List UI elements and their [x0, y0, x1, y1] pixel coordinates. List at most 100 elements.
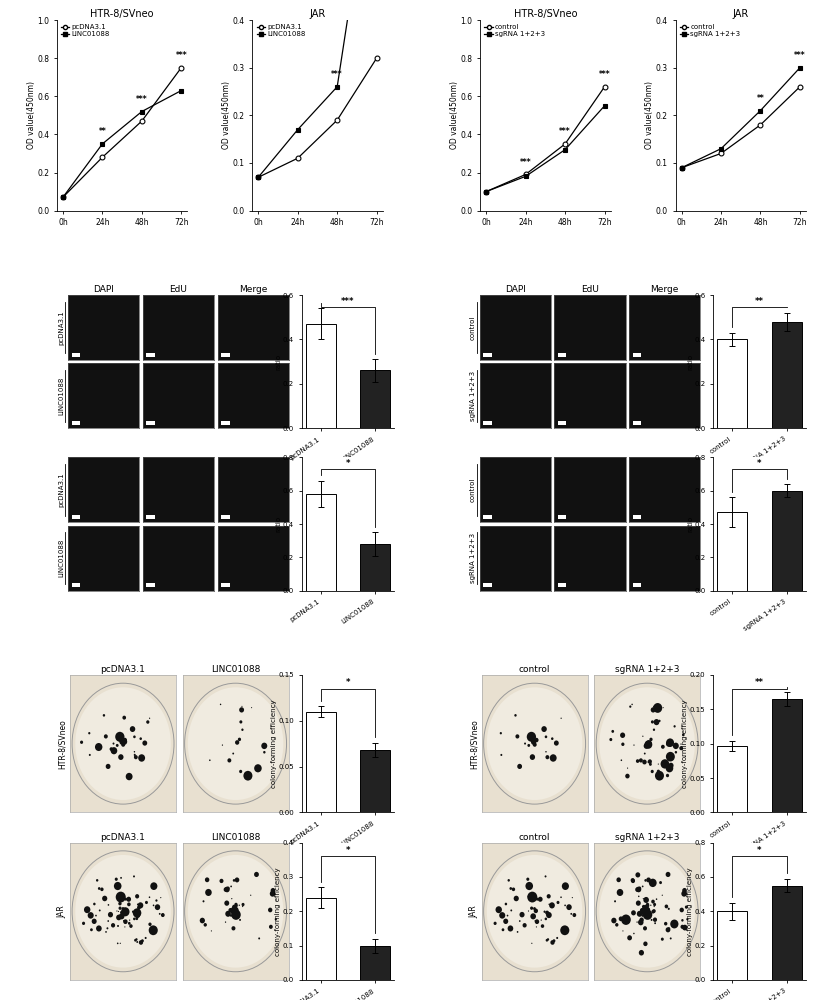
Ellipse shape [642, 760, 646, 764]
Ellipse shape [638, 919, 644, 925]
Ellipse shape [128, 922, 130, 925]
Ellipse shape [503, 919, 508, 924]
Ellipse shape [232, 905, 236, 909]
Ellipse shape [235, 904, 238, 907]
Ellipse shape [115, 878, 118, 881]
Ellipse shape [98, 909, 101, 911]
Text: JAR: JAR [58, 905, 67, 918]
Ellipse shape [648, 759, 652, 764]
Ellipse shape [224, 887, 228, 892]
Ellipse shape [532, 742, 536, 747]
Ellipse shape [149, 718, 151, 719]
Ellipse shape [596, 851, 698, 972]
Ellipse shape [110, 747, 113, 751]
Title: sgRNA 1+2+3: sgRNA 1+2+3 [615, 665, 680, 674]
Title: JAR: JAR [733, 9, 749, 19]
Ellipse shape [118, 911, 119, 912]
Ellipse shape [656, 898, 658, 900]
Ellipse shape [650, 707, 655, 713]
Ellipse shape [550, 940, 554, 945]
Bar [772, 699, 802, 812]
Ellipse shape [233, 879, 235, 882]
Ellipse shape [505, 903, 507, 905]
Ellipse shape [232, 910, 236, 915]
Ellipse shape [616, 877, 621, 882]
Ellipse shape [627, 767, 628, 769]
Ellipse shape [666, 741, 672, 747]
Bar [221, 583, 230, 587]
Ellipse shape [658, 763, 659, 765]
Ellipse shape [111, 747, 117, 754]
Ellipse shape [525, 882, 533, 890]
Text: LINC01088: LINC01088 [59, 377, 64, 415]
Ellipse shape [510, 887, 512, 890]
Ellipse shape [185, 851, 287, 972]
Ellipse shape [129, 919, 130, 921]
Ellipse shape [114, 882, 121, 890]
Ellipse shape [638, 896, 640, 897]
Ellipse shape [641, 910, 646, 915]
Ellipse shape [670, 920, 678, 928]
Ellipse shape [82, 922, 85, 925]
Ellipse shape [120, 911, 123, 914]
Ellipse shape [628, 921, 629, 923]
Ellipse shape [243, 771, 252, 781]
Ellipse shape [686, 918, 689, 920]
Text: *: * [346, 459, 350, 468]
Ellipse shape [599, 687, 695, 800]
Ellipse shape [484, 683, 585, 804]
Title: Merge: Merge [239, 285, 267, 294]
Text: control: control [470, 478, 476, 502]
Y-axis label: OD value(450nm): OD value(450nm) [450, 81, 459, 149]
Ellipse shape [185, 683, 287, 804]
Ellipse shape [653, 706, 654, 707]
Ellipse shape [129, 726, 135, 732]
Ellipse shape [72, 683, 174, 804]
Ellipse shape [120, 738, 125, 744]
Ellipse shape [227, 758, 231, 763]
Ellipse shape [653, 728, 655, 731]
Ellipse shape [241, 728, 243, 731]
Ellipse shape [646, 741, 652, 746]
Ellipse shape [234, 910, 238, 913]
Ellipse shape [611, 918, 616, 923]
Ellipse shape [646, 910, 649, 913]
Ellipse shape [645, 879, 647, 882]
Bar [717, 339, 747, 428]
Bar [221, 421, 230, 425]
Ellipse shape [644, 909, 645, 911]
Ellipse shape [654, 922, 656, 924]
Bar [147, 583, 155, 587]
Ellipse shape [670, 937, 672, 939]
Ellipse shape [269, 925, 273, 929]
Ellipse shape [230, 886, 232, 887]
Ellipse shape [646, 911, 648, 912]
Ellipse shape [139, 737, 142, 740]
Bar [72, 515, 81, 519]
Ellipse shape [510, 909, 512, 911]
Title: sgRNA 1+2+3: sgRNA 1+2+3 [615, 833, 680, 842]
Ellipse shape [651, 720, 654, 724]
Ellipse shape [251, 707, 252, 708]
Ellipse shape [635, 887, 640, 892]
Bar [306, 324, 335, 428]
Ellipse shape [643, 941, 648, 946]
Ellipse shape [643, 898, 644, 899]
Ellipse shape [666, 774, 669, 777]
Ellipse shape [662, 895, 663, 896]
Ellipse shape [120, 739, 125, 745]
Ellipse shape [614, 900, 616, 902]
Ellipse shape [615, 923, 619, 927]
Ellipse shape [75, 687, 171, 800]
Bar [717, 512, 747, 591]
Ellipse shape [226, 887, 230, 890]
Ellipse shape [636, 759, 639, 763]
Bar [361, 370, 390, 428]
Ellipse shape [541, 726, 547, 732]
Ellipse shape [556, 937, 558, 939]
Ellipse shape [549, 754, 557, 762]
Ellipse shape [637, 911, 642, 917]
Ellipse shape [133, 918, 136, 920]
Bar [361, 946, 390, 980]
Ellipse shape [666, 738, 674, 747]
